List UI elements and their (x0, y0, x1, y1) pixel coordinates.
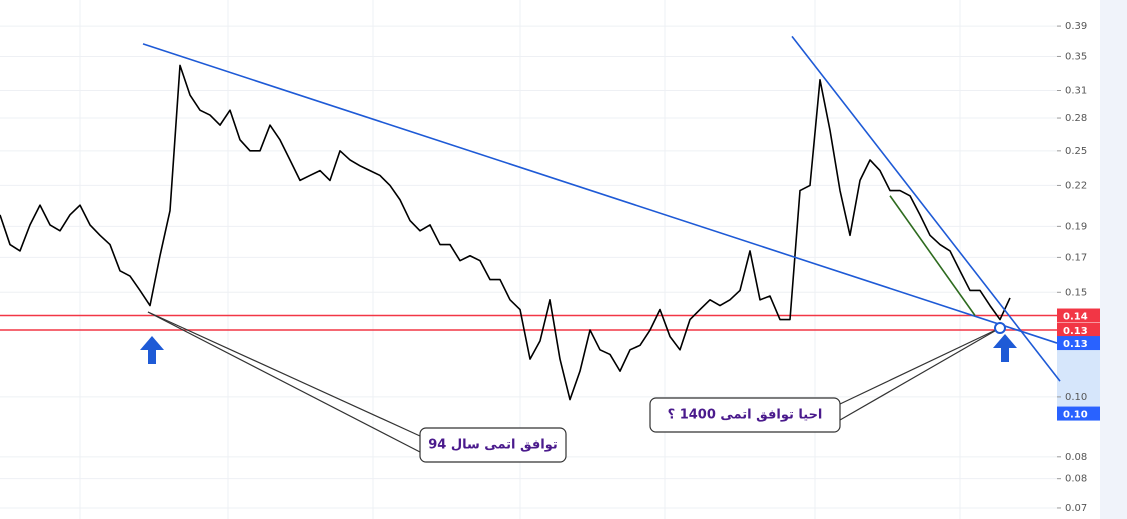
axis-highlight (1057, 340, 1100, 418)
price-label: 0.14 (1063, 312, 1088, 323)
annotation: احیا توافق اتمی 1400 ؟ (668, 408, 823, 423)
callout-line (147, 311, 421, 453)
callout-box (649, 397, 841, 433)
y-tick-label: 0.10 (1065, 392, 1087, 403)
y-tick-label: 0.08 (1065, 452, 1087, 463)
arrow-up (993, 334, 1017, 362)
y-tick-label: 0.07 (1065, 503, 1087, 514)
price-label-bg (1057, 406, 1100, 421)
trendline (889, 195, 976, 316)
callout-line (839, 327, 1001, 421)
y-tick-label: 0.19 (1065, 221, 1087, 232)
trendline (791, 35, 1061, 382)
y-tick-label: 0.35 (1065, 51, 1087, 62)
y-tick-label: 0.17 (1065, 252, 1087, 263)
callout-line (839, 327, 1001, 405)
scroll-panel (1100, 0, 1127, 519)
y-tick-label: 0.28 (1065, 113, 1087, 124)
arrow-up (140, 336, 164, 364)
y-tick-label: 0.15 (1065, 287, 1087, 298)
point-marker (994, 322, 1006, 334)
price-label-bg (1057, 323, 1100, 338)
y-tick-label: 0.08 (1065, 474, 1087, 485)
callout-box (419, 427, 567, 463)
y-tick-label: 0.39 (1065, 21, 1087, 32)
y-tick-label: 0.31 (1065, 85, 1087, 96)
y-tick-label: 0.22 (1065, 180, 1087, 191)
trendline (142, 43, 1058, 344)
price-label-bg (1057, 308, 1100, 323)
y-tick-label: 0.25 (1065, 146, 1087, 157)
callout-line (147, 311, 421, 437)
annotation: توافق اتمی سال 94 (428, 438, 558, 453)
price-line (0, 64, 1011, 401)
price-label-bg (1057, 336, 1100, 351)
price-label: 0.13 (1063, 339, 1088, 350)
price-label: 0.13 (1063, 326, 1088, 337)
price-label: 0.10 (1063, 410, 1088, 421)
